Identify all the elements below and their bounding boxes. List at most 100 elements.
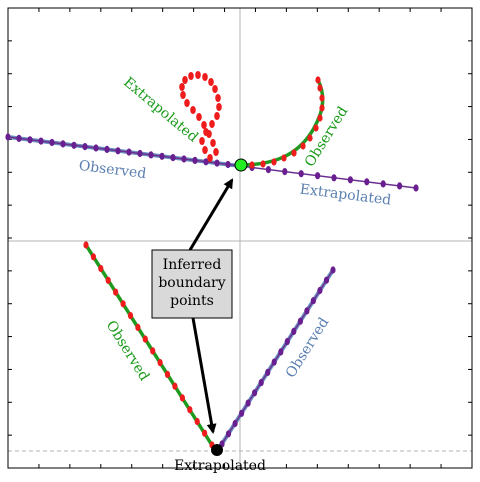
observed-dot — [214, 159, 220, 167]
curl-dot — [313, 124, 319, 132]
observed-dot — [135, 323, 141, 331]
observed-dot — [239, 409, 245, 417]
observed-dot — [192, 156, 198, 164]
curl-dot — [307, 134, 313, 142]
extrapolated-dot — [413, 184, 419, 192]
arrow-to-bottom-boundary — [191, 317, 217, 434]
observed-dot — [170, 154, 176, 162]
observed-dot — [203, 158, 209, 166]
observed-dot — [115, 147, 121, 155]
observed-dot — [150, 347, 156, 355]
label-bottom-extrapolated: Extrapolated — [174, 458, 266, 474]
observed-dot — [187, 406, 193, 414]
observed-dot — [172, 382, 178, 390]
top-trajectory-dots — [5, 71, 419, 192]
observed-dot — [148, 151, 154, 159]
loop-dot — [182, 76, 188, 84]
loop-dot — [179, 83, 185, 91]
callout-line-3: points — [170, 293, 214, 309]
observed-dot — [278, 348, 284, 356]
loop-dot — [195, 71, 201, 79]
observed-dot — [49, 138, 55, 147]
extrapolated-dot — [347, 176, 353, 184]
loop-dot — [201, 121, 207, 129]
observed-dot — [265, 368, 271, 376]
curl-dot — [315, 76, 321, 84]
observed-dot — [323, 276, 330, 284]
observed-dot — [120, 300, 126, 308]
callout-box — [151, 249, 233, 319]
curl-dot — [319, 104, 325, 112]
observed-dot — [225, 160, 231, 169]
observed-dot — [202, 429, 208, 437]
curl-dot — [319, 94, 325, 102]
observed-dot — [5, 133, 11, 141]
loop-dot — [180, 91, 186, 99]
curl-dot — [249, 161, 255, 169]
observed-dot — [317, 286, 323, 295]
observed-dot — [159, 152, 165, 160]
observed-dot — [16, 134, 22, 142]
loop-dot — [212, 85, 218, 93]
observed-dot — [291, 327, 297, 335]
observed-dot — [232, 419, 238, 428]
observed-dot — [27, 136, 33, 144]
curl-dot — [260, 160, 266, 168]
callout-line-2: boundary — [158, 275, 225, 291]
loop-dot — [202, 73, 208, 81]
observed-dot — [71, 141, 77, 149]
observed-dot — [126, 148, 132, 156]
curl-dot — [317, 84, 323, 92]
observed-dot — [60, 140, 66, 148]
observed-dot — [104, 145, 110, 153]
observed-dot — [90, 253, 96, 261]
curl-dot — [300, 142, 306, 150]
observed-dot — [330, 266, 336, 274]
loop-dot — [208, 78, 214, 86]
observed-dot — [271, 358, 277, 366]
loop-dot — [216, 103, 222, 111]
observed-dot — [137, 149, 143, 158]
observed-dot — [179, 394, 185, 402]
observed-dot — [252, 389, 258, 397]
observed-dot — [284, 338, 290, 346]
extrapolated-dot — [265, 166, 271, 174]
observed-dot — [258, 379, 264, 387]
label-top-right-extrapolated: Extrapolated — [299, 181, 392, 208]
loop-dot — [202, 146, 208, 154]
top-boundary-point — [234, 158, 248, 172]
observed-dot — [83, 241, 89, 249]
label-top-loop-extrapolated: Extrapolated — [120, 74, 201, 145]
observed-dot — [297, 317, 303, 325]
loop-dot — [214, 112, 220, 120]
extrapolated-dot — [331, 174, 337, 182]
observed-dot — [181, 155, 187, 163]
extrapolated-dot — [298, 170, 304, 178]
extrapolated-dot — [380, 180, 386, 188]
bottom-boundary-point — [211, 444, 223, 456]
observed-dot — [142, 335, 148, 343]
observed-dot — [93, 144, 99, 152]
label-bottom-right-observed: Observed — [283, 315, 332, 381]
label-top-left-observed: Observed — [78, 158, 147, 182]
observed-dot — [225, 430, 232, 438]
observed-dot — [98, 264, 104, 273]
loop-dot — [184, 99, 190, 107]
observed-dot — [38, 137, 44, 145]
extrapolated-dot — [364, 178, 370, 186]
curl-dot — [281, 154, 287, 162]
loop-dot — [188, 72, 194, 80]
extrapolated-dot — [315, 172, 321, 180]
loop-dot — [190, 106, 196, 114]
loop-dot — [215, 94, 221, 102]
callout-line-1: Inferred — [163, 257, 222, 273]
frame-ticks — [7, 7, 473, 469]
curl-dot — [317, 114, 323, 122]
observed-dot — [127, 312, 134, 320]
loop-dot — [209, 120, 215, 128]
loop-dot — [207, 154, 213, 162]
observed-dot — [105, 276, 111, 284]
loop-dot — [196, 113, 202, 121]
loop-dot — [199, 137, 205, 145]
top-observed-line-core — [7, 136, 241, 167]
